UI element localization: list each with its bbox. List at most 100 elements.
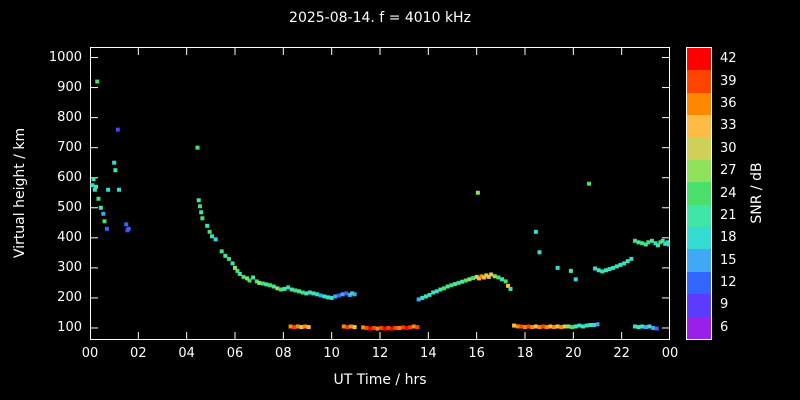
data-point bbox=[636, 325, 641, 330]
colorbar-segment bbox=[687, 92, 711, 116]
data-point bbox=[295, 324, 300, 329]
data-point bbox=[445, 284, 450, 289]
y-tick-label: 500 bbox=[57, 199, 82, 215]
data-point bbox=[288, 324, 293, 329]
plot-area bbox=[90, 47, 670, 340]
data-point bbox=[533, 324, 538, 329]
colorbar-segment bbox=[687, 159, 711, 183]
x-tick-label: 20 bbox=[565, 346, 582, 361]
data-point bbox=[113, 168, 118, 173]
colorbar-label: SNR / dB bbox=[749, 162, 765, 224]
data-point bbox=[101, 211, 106, 216]
data-point bbox=[336, 293, 341, 298]
data-point bbox=[315, 292, 320, 297]
data-point bbox=[486, 274, 491, 279]
y-tick-label: 200 bbox=[57, 289, 82, 305]
data-point bbox=[303, 324, 308, 329]
data-point bbox=[233, 265, 237, 270]
data-point bbox=[632, 238, 637, 243]
y-tick-label: 100 bbox=[57, 319, 82, 335]
data-point bbox=[352, 325, 357, 330]
data-point bbox=[230, 261, 235, 266]
data-point bbox=[282, 286, 287, 291]
data-point bbox=[91, 177, 96, 182]
data-point bbox=[503, 279, 508, 284]
data-point bbox=[484, 273, 489, 278]
data-point bbox=[570, 325, 575, 330]
data-point bbox=[492, 274, 497, 279]
data-point bbox=[629, 256, 634, 261]
data-point bbox=[264, 282, 269, 287]
data-point bbox=[340, 292, 345, 297]
data-point bbox=[254, 279, 259, 284]
data-point bbox=[584, 323, 589, 328]
data-point bbox=[397, 325, 402, 330]
data-point bbox=[449, 283, 454, 288]
data-point bbox=[434, 289, 439, 294]
data-point bbox=[197, 204, 202, 209]
x-tick-label: 14 bbox=[420, 346, 437, 361]
colorbar-segment bbox=[687, 70, 711, 93]
data-point bbox=[299, 325, 304, 330]
data-point bbox=[548, 324, 553, 329]
data-point bbox=[640, 324, 645, 329]
data-point bbox=[474, 274, 479, 279]
data-point bbox=[94, 184, 99, 189]
plot-frame bbox=[90, 47, 670, 340]
data-point bbox=[596, 268, 601, 273]
data-point bbox=[500, 277, 505, 282]
x-tick-label: 22 bbox=[613, 346, 630, 361]
data-point bbox=[278, 287, 283, 292]
data-point bbox=[658, 240, 663, 245]
data-point bbox=[649, 238, 654, 243]
data-point bbox=[603, 268, 608, 273]
data-point bbox=[307, 290, 312, 295]
data-point bbox=[655, 243, 660, 248]
y-tick-label: 700 bbox=[57, 139, 82, 155]
x-tick-label: 00 bbox=[81, 346, 99, 361]
data-point bbox=[117, 187, 121, 192]
colorbar-tick-label: 24 bbox=[720, 185, 737, 201]
colorbar-tick-label: 9 bbox=[720, 297, 729, 313]
data-point bbox=[600, 269, 605, 274]
data-point bbox=[588, 322, 593, 327]
data-point bbox=[375, 326, 380, 331]
data-point bbox=[581, 324, 585, 329]
data-point bbox=[653, 241, 658, 246]
colorbar-tick-label: 12 bbox=[720, 275, 737, 291]
data-point bbox=[106, 187, 111, 192]
data-point bbox=[467, 277, 472, 282]
data-point bbox=[364, 325, 369, 330]
data-point bbox=[329, 295, 334, 300]
data-point bbox=[251, 275, 256, 280]
y-tick-label: 900 bbox=[57, 79, 82, 95]
data-point bbox=[104, 226, 109, 231]
colorbar-tick-label: 39 bbox=[720, 73, 737, 89]
x-tick-label: 00 bbox=[661, 346, 679, 361]
data-point bbox=[632, 324, 637, 329]
x-tick-label: 18 bbox=[516, 346, 534, 361]
data-point bbox=[431, 290, 436, 295]
data-point bbox=[219, 249, 224, 254]
data-point bbox=[519, 324, 524, 329]
data-point bbox=[573, 324, 578, 329]
data-point bbox=[311, 291, 316, 296]
chart-title: 2025-08-14. f = 4010 kHz bbox=[289, 10, 471, 26]
x-tick-label: 16 bbox=[468, 346, 485, 361]
data-point bbox=[245, 276, 250, 281]
data-point bbox=[102, 219, 107, 224]
data-point bbox=[260, 281, 265, 286]
colorbar-segment bbox=[687, 294, 711, 317]
x-axis-label: UT Time / hrs bbox=[333, 372, 427, 388]
data-point bbox=[452, 282, 457, 287]
x-tick-label: 12 bbox=[371, 346, 389, 361]
data-point bbox=[423, 294, 428, 299]
data-point bbox=[286, 285, 291, 290]
data-point bbox=[533, 229, 538, 234]
colorbar-segment bbox=[687, 249, 711, 272]
data-point bbox=[654, 326, 659, 331]
data-point bbox=[390, 326, 395, 331]
data-point bbox=[207, 229, 212, 234]
data-point bbox=[577, 323, 582, 328]
data-point bbox=[400, 325, 405, 330]
